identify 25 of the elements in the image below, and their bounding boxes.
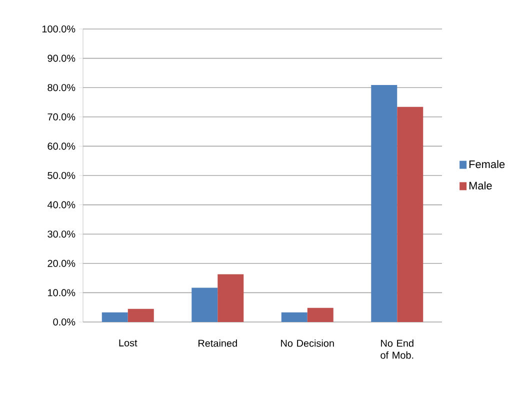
x-tick-label: No Decision bbox=[281, 339, 334, 347]
bar bbox=[128, 308, 154, 322]
y-tick-label: 30.0% bbox=[48, 230, 76, 238]
bar bbox=[397, 106, 424, 322]
y-tick-label: 40.0% bbox=[47, 201, 76, 208]
y-tick-label: 80.0% bbox=[48, 84, 76, 92]
legend-label: Female bbox=[469, 160, 505, 168]
x-tick-label: No End of Mob. bbox=[380, 339, 414, 359]
y-tick-label: 60.0% bbox=[48, 142, 76, 150]
y-tick-label: 100.0% bbox=[42, 25, 76, 33]
bar bbox=[102, 312, 128, 322]
y-tick-label: 20.0% bbox=[48, 260, 76, 267]
bar bbox=[281, 312, 308, 322]
x-tick-label: Retained bbox=[198, 339, 237, 347]
bar bbox=[192, 288, 218, 322]
y-tick-label: 10.0% bbox=[48, 289, 76, 296]
x-tick-label: Lost bbox=[119, 339, 138, 346]
bar bbox=[307, 308, 334, 322]
y-tick-label: 0.0% bbox=[53, 318, 76, 326]
y-tick-label: 50.0% bbox=[48, 172, 76, 180]
y-tick-label: 90.0% bbox=[48, 54, 76, 62]
bar bbox=[371, 84, 398, 322]
legend-label: Male bbox=[469, 181, 492, 190]
bar bbox=[218, 274, 244, 322]
y-tick-label: 70.0% bbox=[48, 113, 76, 120]
